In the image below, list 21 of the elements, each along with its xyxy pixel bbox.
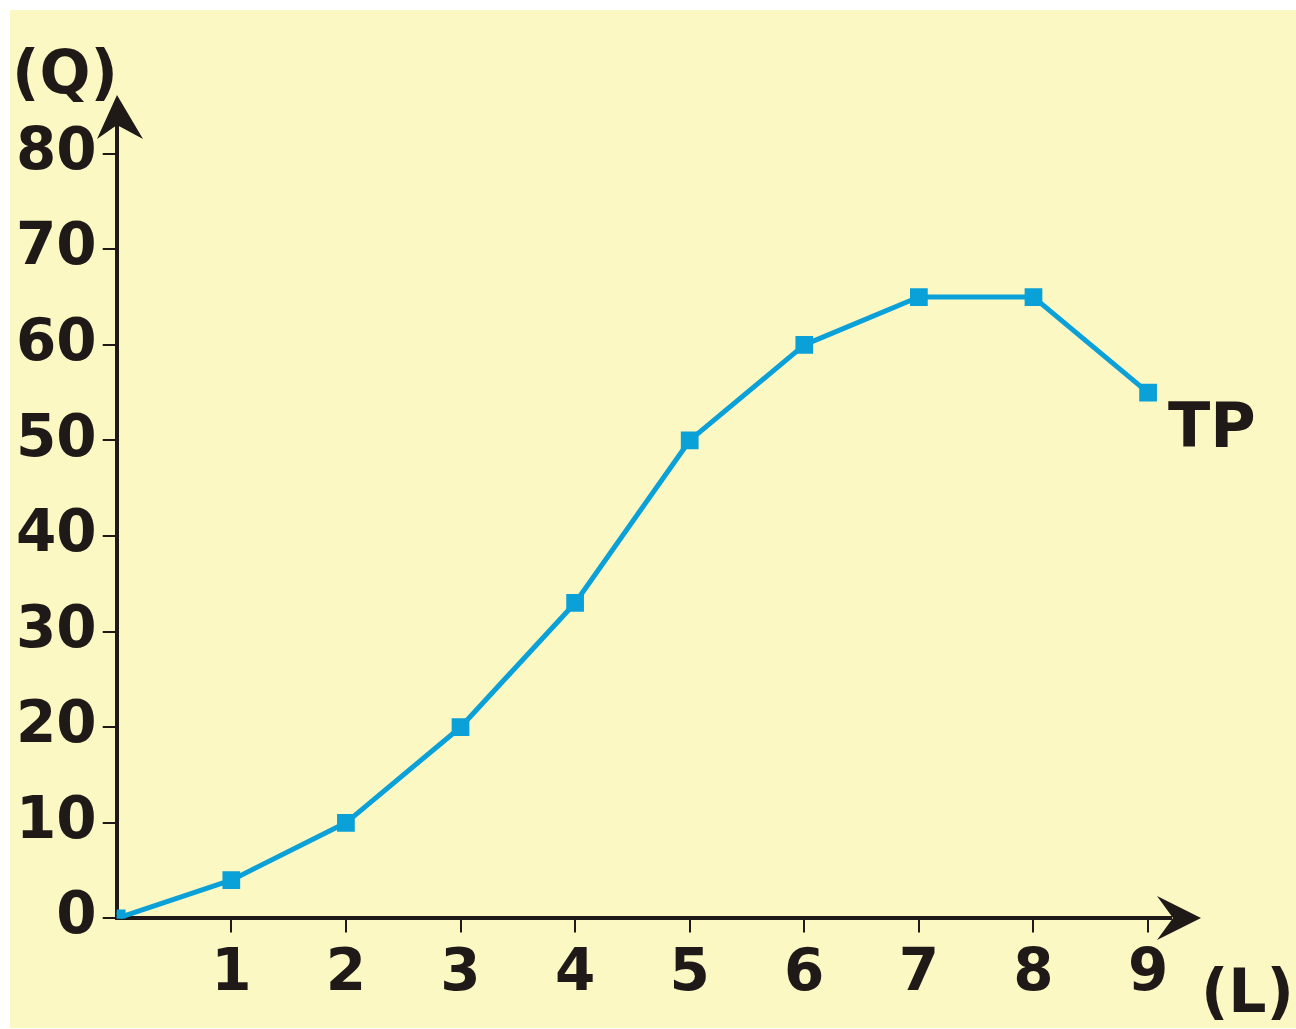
x-tick-label: 5 bbox=[669, 936, 710, 1005]
y-tick-label: 10 bbox=[15, 783, 97, 852]
x-tick-label: 4 bbox=[554, 936, 596, 1005]
y-tick-label: 60 bbox=[15, 305, 97, 374]
y-tick-label: 80 bbox=[15, 114, 97, 183]
x-tick-label: 3 bbox=[440, 936, 481, 1005]
y-tick-label: 30 bbox=[15, 592, 97, 661]
x-axis-title: (L) bbox=[1200, 955, 1294, 1026]
x-tick-label: 6 bbox=[784, 936, 825, 1005]
series-label: TP bbox=[1168, 388, 1256, 462]
y-axis-title: (Q) bbox=[12, 36, 118, 107]
y-tick-label: 50 bbox=[15, 401, 97, 470]
y-tick-label: 20 bbox=[15, 688, 97, 757]
x-tick-label: 8 bbox=[1013, 936, 1054, 1005]
x-tick-label: 1 bbox=[211, 936, 252, 1005]
y-tick-label: 0 bbox=[56, 879, 97, 948]
x-tick-label: 7 bbox=[898, 936, 940, 1005]
x-tick-label: 2 bbox=[325, 936, 367, 1005]
x-tick-label: 9 bbox=[1127, 936, 1169, 1005]
y-tick-label: 40 bbox=[15, 497, 97, 566]
y-tick-label: 70 bbox=[15, 210, 97, 279]
